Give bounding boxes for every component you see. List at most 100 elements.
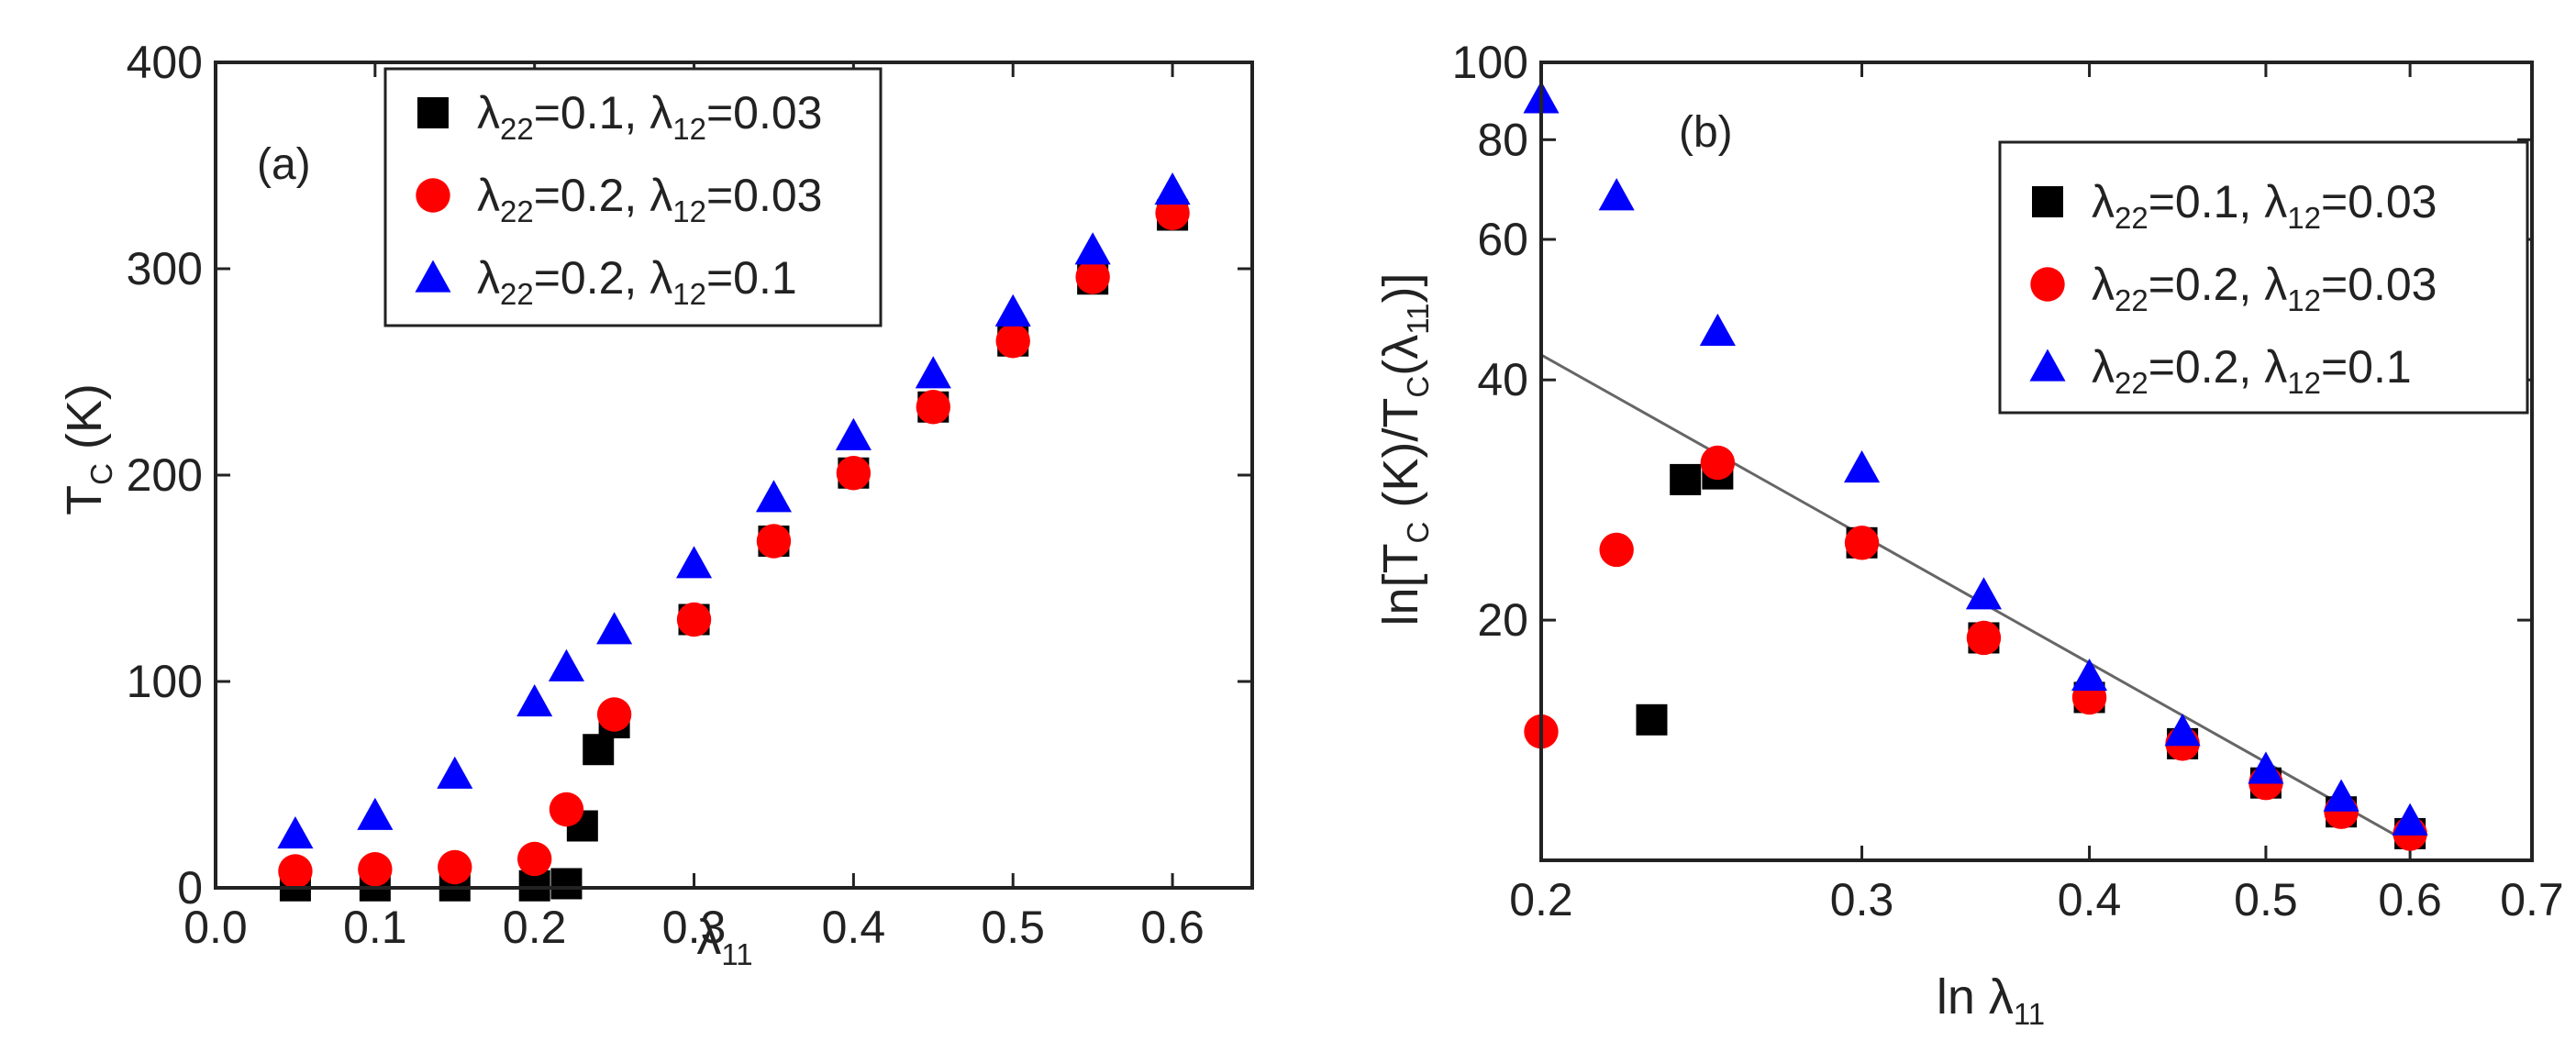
x-tick-label: 0.5 [2234, 874, 2298, 925]
a-point-square [550, 868, 583, 900]
panel-a-label: (a) [257, 140, 311, 189]
panel-a-x-axis-title: λ11 [696, 910, 752, 971]
legend-entry-2: λ22=0.2, λ12=0.03 [2092, 259, 2437, 317]
x-tick-label: 0.3 [662, 902, 727, 953]
y-tick-label: 80 [1477, 114, 1528, 165]
panel-a-data-points [277, 172, 1191, 902]
x-tick-label: 0.2 [503, 902, 567, 953]
b-point-square [1636, 703, 1668, 736]
b-point-triangle [2248, 751, 2284, 784]
a-point-triangle [596, 612, 633, 645]
a-point-triangle [1074, 232, 1111, 265]
a-point-triangle [357, 797, 394, 830]
panel-a-xlabel-sub: 11 [721, 937, 752, 971]
legend-entry-3: λ22=0.2, λ12=0.1 [2092, 341, 2412, 400]
panel-a-chart: 0.0 0.1 0.2 0.3 0.4 0.5 0.6 0 100 200 300 400 (a) λ… [57, 37, 1254, 971]
x-tick-label: 0.3 [1830, 874, 1894, 925]
y-tick-label: 200 [127, 449, 203, 501]
panel-b-chart: 0.2 0.3 0.4 0.5 0.6 0.7 20 40 60 80 100 (b) λ22=0.… [1373, 37, 2564, 1031]
panel-b-y-axis-title: ln[TC (K)/TC(λ11)] [1373, 273, 1435, 626]
panel-b-ticks: 0.2 0.3 0.4 0.5 0.6 0.7 20 40 60 80 100 [1452, 37, 2564, 925]
a-point-triangle [277, 815, 314, 849]
svg-text:TC (K): TC (K) [57, 383, 118, 515]
a-point-triangle [835, 417, 872, 450]
panel-b-xlabel-sub: 11 [2014, 997, 2045, 1031]
x-tick-label: 0.1 [343, 902, 407, 953]
x-tick-label: 0.4 [2058, 874, 2122, 925]
panel-b-ylabel-sub3: 11 [1401, 304, 1435, 335]
legend-marker-square [417, 97, 449, 128]
panel-b-x-axis-title: ln λ11 [1937, 969, 2045, 1031]
panel-a-ylabel-main: T [57, 485, 112, 515]
panel-b-label: (b) [1679, 108, 1733, 157]
legend-marker-triangle [2029, 349, 2066, 382]
legend-entry-2: λ22=0.2, λ12=0.03 [477, 170, 822, 228]
b-point-triangle [1598, 178, 1635, 211]
a-point-triangle [1154, 172, 1191, 205]
a-point-circle [438, 849, 472, 885]
legend-marker-circle [416, 178, 450, 213]
panel-b-ylabel-sub: C [1401, 522, 1435, 544]
b-point-circle [1844, 526, 1880, 560]
b-point-triangle [2164, 714, 2201, 747]
x-tick-label: 0.6 [2378, 874, 2442, 925]
x-tick-label: 0.4 [822, 902, 886, 953]
y-tick-label: 60 [1477, 214, 1528, 265]
svg-text:ln λ11: ln λ11 [1937, 969, 2045, 1031]
svg-text:ln[TC (K)/TC(λ11)]: ln[TC (K)/TC(λ11)] [1373, 273, 1435, 626]
legend-entry-1: λ22=0.1, λ12=0.03 [2092, 176, 2437, 235]
legend-box [1998, 140, 2529, 415]
panel-b-ylabel-mid: (K)/T [1373, 398, 1428, 522]
x-tick-label: 0.5 [981, 902, 1045, 953]
a-point-circle [676, 602, 712, 637]
x-tick-label: 0.7 [2500, 874, 2564, 925]
b-point-triangle [2392, 803, 2428, 836]
a-point-circle [916, 390, 951, 425]
a-point-circle [995, 324, 1030, 359]
b-point-circle [1599, 532, 1634, 568]
b-point-square [1670, 463, 1702, 495]
panel-b-data-points [1523, 81, 2428, 851]
x-tick-label: 0.0 [183, 902, 248, 953]
a-point-circle [1075, 260, 1110, 294]
a-point-triangle [437, 756, 473, 789]
x-tick-label: 0.6 [1140, 902, 1205, 953]
panel-a-plot-frame [214, 61, 1254, 890]
b-point-circle [1966, 620, 2002, 656]
a-point-circle [836, 456, 872, 491]
a-point-circle [549, 792, 584, 827]
panel-a-ylabel-suffix: (K) [57, 383, 112, 463]
a-point-circle [516, 841, 552, 877]
panel-b-ylabel-sub2: C [1401, 376, 1435, 398]
panel-a-legend: λ22=0.1, λ12=0.03 λ22=0.2, λ12=0.03 λ22=0.… [383, 67, 883, 327]
a-point-triangle [675, 546, 713, 579]
y-tick-label: 100 [127, 656, 203, 707]
panel-b-ylabel-mid2: (λ [1373, 335, 1428, 376]
a-point-triangle [516, 683, 553, 717]
panel-a-xlabel-main: λ [696, 910, 721, 965]
legend-entry-1: λ22=0.1, λ12=0.03 [477, 87, 822, 146]
y-tick-label: 0 [177, 862, 203, 914]
y-tick-label: 400 [127, 37, 203, 88]
y-tick-label: 300 [127, 243, 203, 294]
a-point-circle [756, 524, 792, 559]
legend-marker-circle [2030, 267, 2065, 302]
a-point-triangle [915, 356, 951, 389]
panel-b-ylabel-main: ln[T [1373, 543, 1428, 626]
a-point-circle [358, 852, 393, 887]
y-tick-label: 100 [1452, 37, 1528, 88]
y-tick-label: 20 [1477, 594, 1528, 646]
a-point-triangle [755, 480, 793, 513]
a-point-triangle [994, 293, 1031, 327]
panel-a-ylabel-sub: C [84, 463, 118, 485]
x-tick-label: 0.2 [1509, 874, 1573, 925]
b-point-triangle [1699, 313, 1736, 347]
panel-b-legend: λ22=0.1, λ12=0.03 λ22=0.2, λ12=0.03 λ22=0.… [1998, 140, 2529, 415]
panel-b-xlabel-main: ln λ [1937, 969, 2014, 1024]
panel-a-y-axis-title: TC (K) [57, 383, 118, 515]
b-point-triangle [2323, 779, 2359, 812]
legend-box [383, 67, 883, 327]
panel-b-ylabel-end: )] [1373, 273, 1428, 304]
a-point-triangle [548, 648, 585, 681]
